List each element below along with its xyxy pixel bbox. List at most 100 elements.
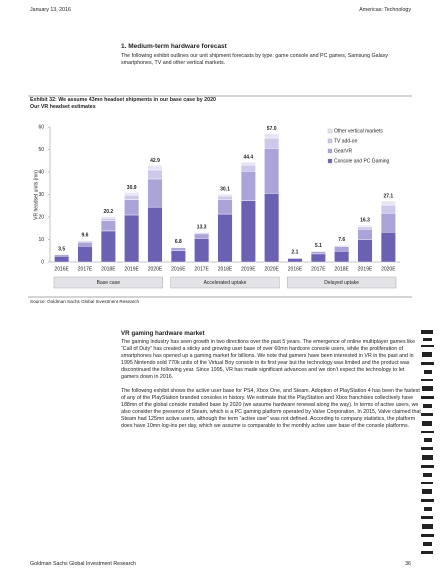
bar-segment <box>334 250 350 263</box>
bar-segment <box>380 204 396 214</box>
bar-segment <box>264 193 280 263</box>
paragraph: The following exhibit shows the active u… <box>121 387 421 430</box>
bar-segment <box>170 250 186 263</box>
total-label: 7.6 <box>338 237 345 243</box>
bar-segment <box>194 238 210 263</box>
total-label: 20.2 <box>103 209 113 215</box>
group-label: Accelerated uptake <box>204 280 247 286</box>
bar-segment <box>77 246 93 263</box>
legend-label: GearVR <box>334 148 352 154</box>
legend-label: TV add-on <box>334 138 358 144</box>
bar-segment <box>194 231 210 233</box>
bar-segment <box>264 148 280 194</box>
total-label: 2.1 <box>292 250 299 256</box>
footer-page: 36 <box>405 561 411 567</box>
total-label: 42.9 <box>150 158 160 164</box>
x-tick-label: 2017E <box>194 266 209 272</box>
bar-segment <box>147 169 163 180</box>
y-tick-label: 50 <box>38 147 44 153</box>
x-tick-label: 2019E <box>241 266 256 272</box>
y-tick-label: 20 <box>38 214 44 220</box>
body-title: VR gaming hardware market <box>121 330 205 337</box>
bar-segment <box>380 212 396 233</box>
group-label: Delayed uptake <box>324 280 359 286</box>
legend-label: Console and PC Gaming <box>334 158 390 164</box>
legend-swatch <box>327 158 333 164</box>
y-tick-label: 10 <box>38 237 44 243</box>
total-label: 9.6 <box>82 233 89 239</box>
source: Source: Goldman Sachs Global Investment … <box>30 299 140 304</box>
y-tick-label: 60 <box>38 124 44 130</box>
intro-text: The following exhibit outlines our unit … <box>121 53 389 67</box>
header-date: January 13, 2016 <box>30 7 71 13</box>
x-tick-label: 2020E <box>264 266 279 272</box>
bar-segment <box>334 244 350 246</box>
group-box <box>170 276 280 289</box>
total-label: 5.1 <box>315 243 322 249</box>
total-label: 16.3 <box>360 218 370 224</box>
body: The gaming industry has seen growth in t… <box>121 339 421 436</box>
bar-segment <box>217 199 233 215</box>
group-label: Base case <box>97 280 121 286</box>
y-tick-label: 0 <box>41 259 44 265</box>
x-tick-label: 2019E <box>124 266 139 272</box>
bar-segment <box>380 232 396 263</box>
bar-segment <box>380 200 396 206</box>
bar-segment <box>217 195 233 200</box>
total-label: 27.1 <box>383 193 393 199</box>
x-tick-label: 2017E <box>311 266 326 272</box>
x-tick-label: 2016E <box>171 266 186 272</box>
total-label: 3.5 <box>58 246 65 252</box>
bar-segment <box>240 171 256 201</box>
total-label: 30.1 <box>220 187 230 193</box>
total-label: 6.8 <box>175 239 182 245</box>
legend-swatch <box>327 148 333 154</box>
bar-segment <box>264 133 280 139</box>
exhibit-subtitle: Our VR headset estimates <box>30 104 96 110</box>
bar-segment <box>100 220 116 232</box>
bar-segment <box>147 206 163 263</box>
x-tick-label: 2018E <box>101 266 116 272</box>
x-tick-label: 2020E <box>148 266 163 272</box>
footer-publisher: Goldman Sachs Global Investment Research <box>30 561 136 567</box>
x-tick-label: 2016E <box>54 266 69 272</box>
legend-swatch <box>327 138 333 144</box>
y-tick-label: 30 <box>38 192 44 198</box>
bar-segment <box>124 199 140 216</box>
x-tick-label: 2018E <box>218 266 233 272</box>
paragraph: The gaming industry has seen growth in t… <box>121 339 416 381</box>
x-tick-label: 2018E <box>334 266 349 272</box>
bar-segment <box>240 161 256 166</box>
y-axis-label: VR headset units (mn) <box>33 170 39 220</box>
x-tick-label: 2020E <box>381 266 396 272</box>
header-section: Americas: Technology <box>359 7 411 13</box>
bar-segment <box>310 251 326 255</box>
bar-segment <box>77 241 93 247</box>
bar-segment <box>147 178 163 208</box>
bar-segment <box>124 194 140 200</box>
bar-segment <box>334 246 350 252</box>
bar-segment <box>357 229 373 240</box>
bar-segment <box>54 254 70 257</box>
total-label: 30.9 <box>127 185 137 191</box>
bar-segment <box>170 247 186 251</box>
bar-segment <box>100 230 116 263</box>
legend-label: Other vertical markets <box>334 128 383 134</box>
bar-segment <box>147 165 163 171</box>
bar-segment <box>240 200 256 263</box>
legend-swatch <box>327 128 333 134</box>
bar-segment <box>357 239 373 263</box>
bar-segment <box>77 240 93 242</box>
bar-segment <box>357 225 373 228</box>
bar-segment <box>217 213 233 263</box>
total-label: 44.4 <box>243 154 253 160</box>
group-box <box>287 276 397 289</box>
bar-segment <box>124 192 140 196</box>
bar-segment <box>310 253 326 263</box>
bar-segment <box>240 165 256 172</box>
total-label: 57.0 <box>267 126 277 132</box>
bar-segment <box>124 214 140 263</box>
bar-segment <box>287 258 303 263</box>
bar-segment <box>100 216 116 219</box>
